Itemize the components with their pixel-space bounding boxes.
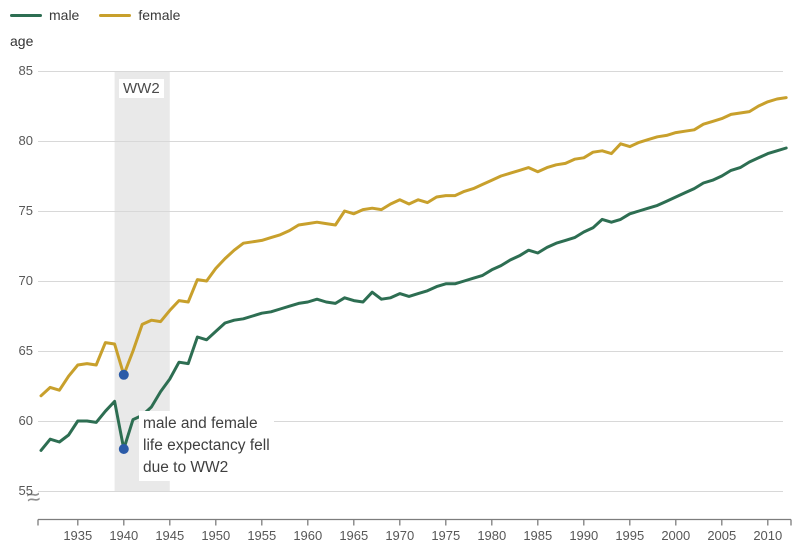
legend-item-male: male [10, 7, 79, 23]
x-tick-label: 1945 [155, 528, 185, 543]
male-line-swatch [10, 13, 42, 17]
male-1940-marker-dot [118, 444, 129, 454]
legend-label-female: female [138, 7, 181, 23]
annotation-line-1: male and female [143, 415, 258, 432]
legend-item-female: female [99, 7, 180, 23]
x-tick-label: 2010 [753, 528, 783, 543]
x-tick-label: 1940 [109, 528, 139, 543]
x-tick-label: 1970 [385, 528, 415, 543]
x-tick-label: 1935 [63, 528, 93, 543]
annotation: male and female life expectancy fell due… [139, 411, 274, 481]
female-1940-marker-dot [118, 369, 129, 380]
annotation-line-3: due to WW2 [143, 459, 229, 476]
x-tick-label: 1975 [431, 528, 461, 543]
female-line [39, 96, 788, 398]
x-tick-label: 1955 [247, 528, 277, 543]
x-tick-label: 1990 [569, 528, 599, 543]
band-label: WW2 [119, 79, 164, 98]
legend-label-male: male [49, 7, 80, 23]
y-tick-label: 70 [18, 273, 33, 288]
x-tick-label: 1980 [477, 528, 507, 543]
x-tick-label: 1950 [201, 528, 231, 543]
y-tick-label: 85 [18, 63, 33, 78]
y-axis-title: age [10, 33, 34, 49]
male-line [39, 146, 788, 452]
y-tick-label: 75 [18, 203, 33, 218]
y-tick-label: 60 [18, 413, 33, 428]
x-tick-label: 1965 [339, 528, 369, 543]
y-tick-label: 80 [18, 133, 33, 148]
x-tick-label: 1960 [293, 528, 323, 543]
annotation-line-2: life expectancy fell [143, 437, 270, 454]
y-tick-label: 55 [18, 483, 33, 498]
female-line-swatch [99, 13, 132, 17]
x-tick-label: 2005 [707, 528, 737, 543]
legend: male female [10, 7, 200, 23]
x-tick-label: 1985 [523, 528, 553, 543]
y-tick-label: 65 [18, 343, 33, 358]
x-tick-label: 1995 [615, 528, 645, 543]
x-tick-label: 2000 [661, 528, 691, 543]
